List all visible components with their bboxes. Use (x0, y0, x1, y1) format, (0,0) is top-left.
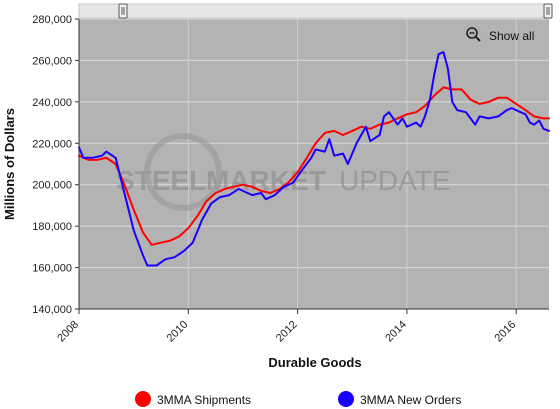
y-tick-label: 260,000 (32, 55, 72, 67)
y-axis-ticks: 140,000 160,000 180,000 200,000 220,000 240,0… (32, 14, 79, 316)
zoom-out-icon-handle (475, 36, 481, 42)
x-axis-ticks: 2008 2010 2012 2014 2016 (55, 309, 518, 344)
series-line-shipments (78, 86, 550, 246)
watermark-text: STEEL (116, 165, 206, 196)
y-tick-label: 140,000 (32, 304, 72, 316)
legend: 3MMA Shipments 3MMA New Orders (135, 391, 461, 407)
legend-swatch-new-orders (338, 391, 354, 407)
range-handle-right[interactable] (543, 3, 553, 19)
x-tick-label: 2016 (493, 319, 519, 345)
watermark-ring-icon (144, 133, 222, 211)
show-all-label[interactable]: Show all (489, 29, 534, 43)
watermark-text: UPDATE (339, 165, 451, 196)
zoom-out-icon (466, 27, 478, 39)
watermark: STEEL MARKET UPDATE (116, 133, 451, 211)
legend-swatch-shipments (135, 391, 151, 407)
y-tick-label: 160,000 (32, 263, 72, 275)
x-axis-title: Durable Goods (268, 355, 361, 370)
y-tick-label: 220,000 (32, 138, 72, 150)
plot-area (79, 19, 549, 309)
series-lines (78, 51, 550, 267)
x-tick-label: 2014 (383, 319, 409, 345)
legend-item-shipments[interactable]: 3MMA Shipments (135, 391, 251, 407)
show-all-button[interactable]: Show all (466, 27, 534, 43)
legend-label-shipments: 3MMA Shipments (157, 393, 251, 407)
x-tick-label: 2010 (165, 319, 191, 345)
x-tick-label: 2012 (274, 319, 300, 345)
y-tick-label: 280,000 (32, 14, 72, 26)
legend-item-new-orders[interactable]: 3MMA New Orders (338, 391, 461, 407)
y-tick-label: 200,000 (32, 180, 72, 192)
y-tick-label: 240,000 (32, 97, 72, 109)
x-tick-label: 2008 (55, 319, 81, 345)
range-handle-left[interactable] (118, 3, 128, 19)
y-tick-label: 180,000 (32, 221, 72, 233)
y-axis-title: Millions of Dollars (2, 108, 17, 220)
series-line-new-orders (78, 51, 550, 267)
legend-label-new-orders: 3MMA New Orders (360, 393, 461, 407)
watermark-text: MARKET (206, 165, 326, 196)
range-navigator-track[interactable] (78, 3, 550, 19)
